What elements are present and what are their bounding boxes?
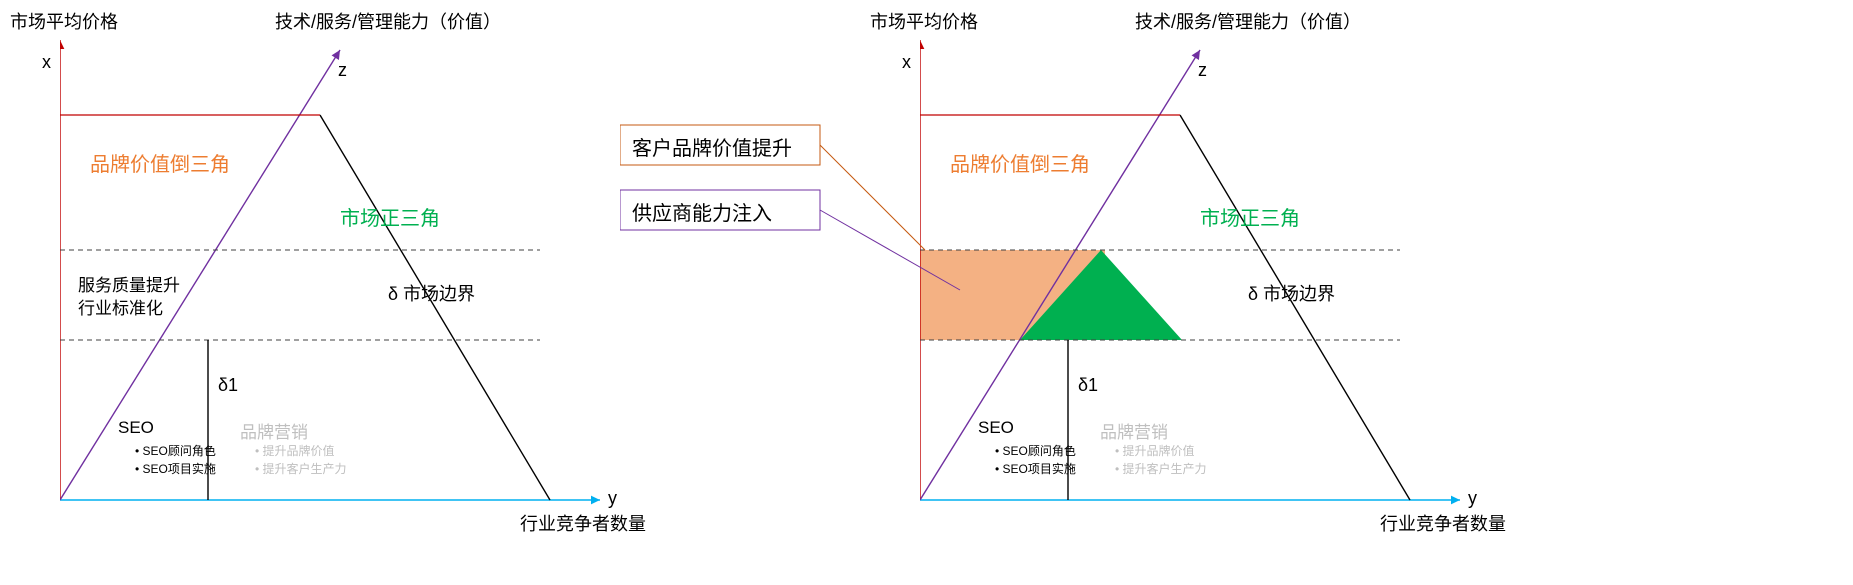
- seo-bullet-2: • SEO项目实施: [135, 460, 216, 477]
- seo-bullet-1: • SEO顾问角色: [995, 442, 1076, 459]
- brand-marketing-bullet-1: • 提升品牌价值: [1115, 442, 1195, 459]
- x-axis-letter: x: [42, 52, 51, 73]
- z-axis-title: 技术/服务/管理能力（价值）: [275, 8, 501, 34]
- brand-marketing-bullet-1: • 提升品牌价值: [255, 442, 335, 459]
- delta-boundary-label: δ 市场边界: [388, 280, 475, 306]
- seo-title: SEO: [118, 418, 154, 438]
- mid-block: 服务质量提升行业标准化: [78, 275, 180, 321]
- z-axis-letter: z: [1198, 60, 1207, 81]
- z-axis-letter: z: [338, 60, 347, 81]
- y-axis-title: 行业竞争者数量: [1380, 510, 1506, 536]
- x-axis-title: 市场平均价格: [870, 8, 978, 34]
- x-axis-title: 市场平均价格: [10, 8, 118, 34]
- brand-inverted-label: 品牌价值倒三角: [90, 148, 230, 177]
- seo-bullet-2: • SEO项目实施: [995, 460, 1076, 477]
- brand-marketing-bullet-2: • 提升客户生产力: [255, 460, 347, 477]
- y-axis-letter: y: [608, 488, 617, 509]
- x-axis-letter: x: [902, 52, 911, 73]
- mid-block-line2: 行业标准化: [78, 298, 180, 321]
- brand-marketing-title: 品牌营销: [240, 418, 308, 443]
- delta-boundary-label: δ 市场边界: [1248, 280, 1335, 306]
- mid-block-line1: 服务质量提升: [78, 275, 180, 298]
- seo-bullet-1: • SEO顾问角色: [135, 442, 216, 459]
- seo-title: SEO: [978, 418, 1014, 438]
- brand-marketing-title: 品牌营销: [1100, 418, 1168, 443]
- delta1-label: δ1: [218, 375, 238, 396]
- market-triangle-label: 市场正三角: [1200, 202, 1300, 231]
- callout-supplier: 供应商能力注入: [632, 197, 772, 226]
- brand-marketing-bullet-2: • 提升客户生产力: [1115, 460, 1207, 477]
- y-axis-title: 行业竞争者数量: [520, 510, 646, 536]
- market-triangle-label: 市场正三角: [340, 202, 440, 231]
- y-axis-letter: y: [1468, 488, 1477, 509]
- z-axis-title: 技术/服务/管理能力（价值）: [1135, 8, 1361, 34]
- callout-brand-value: 客户品牌价值提升: [632, 132, 792, 161]
